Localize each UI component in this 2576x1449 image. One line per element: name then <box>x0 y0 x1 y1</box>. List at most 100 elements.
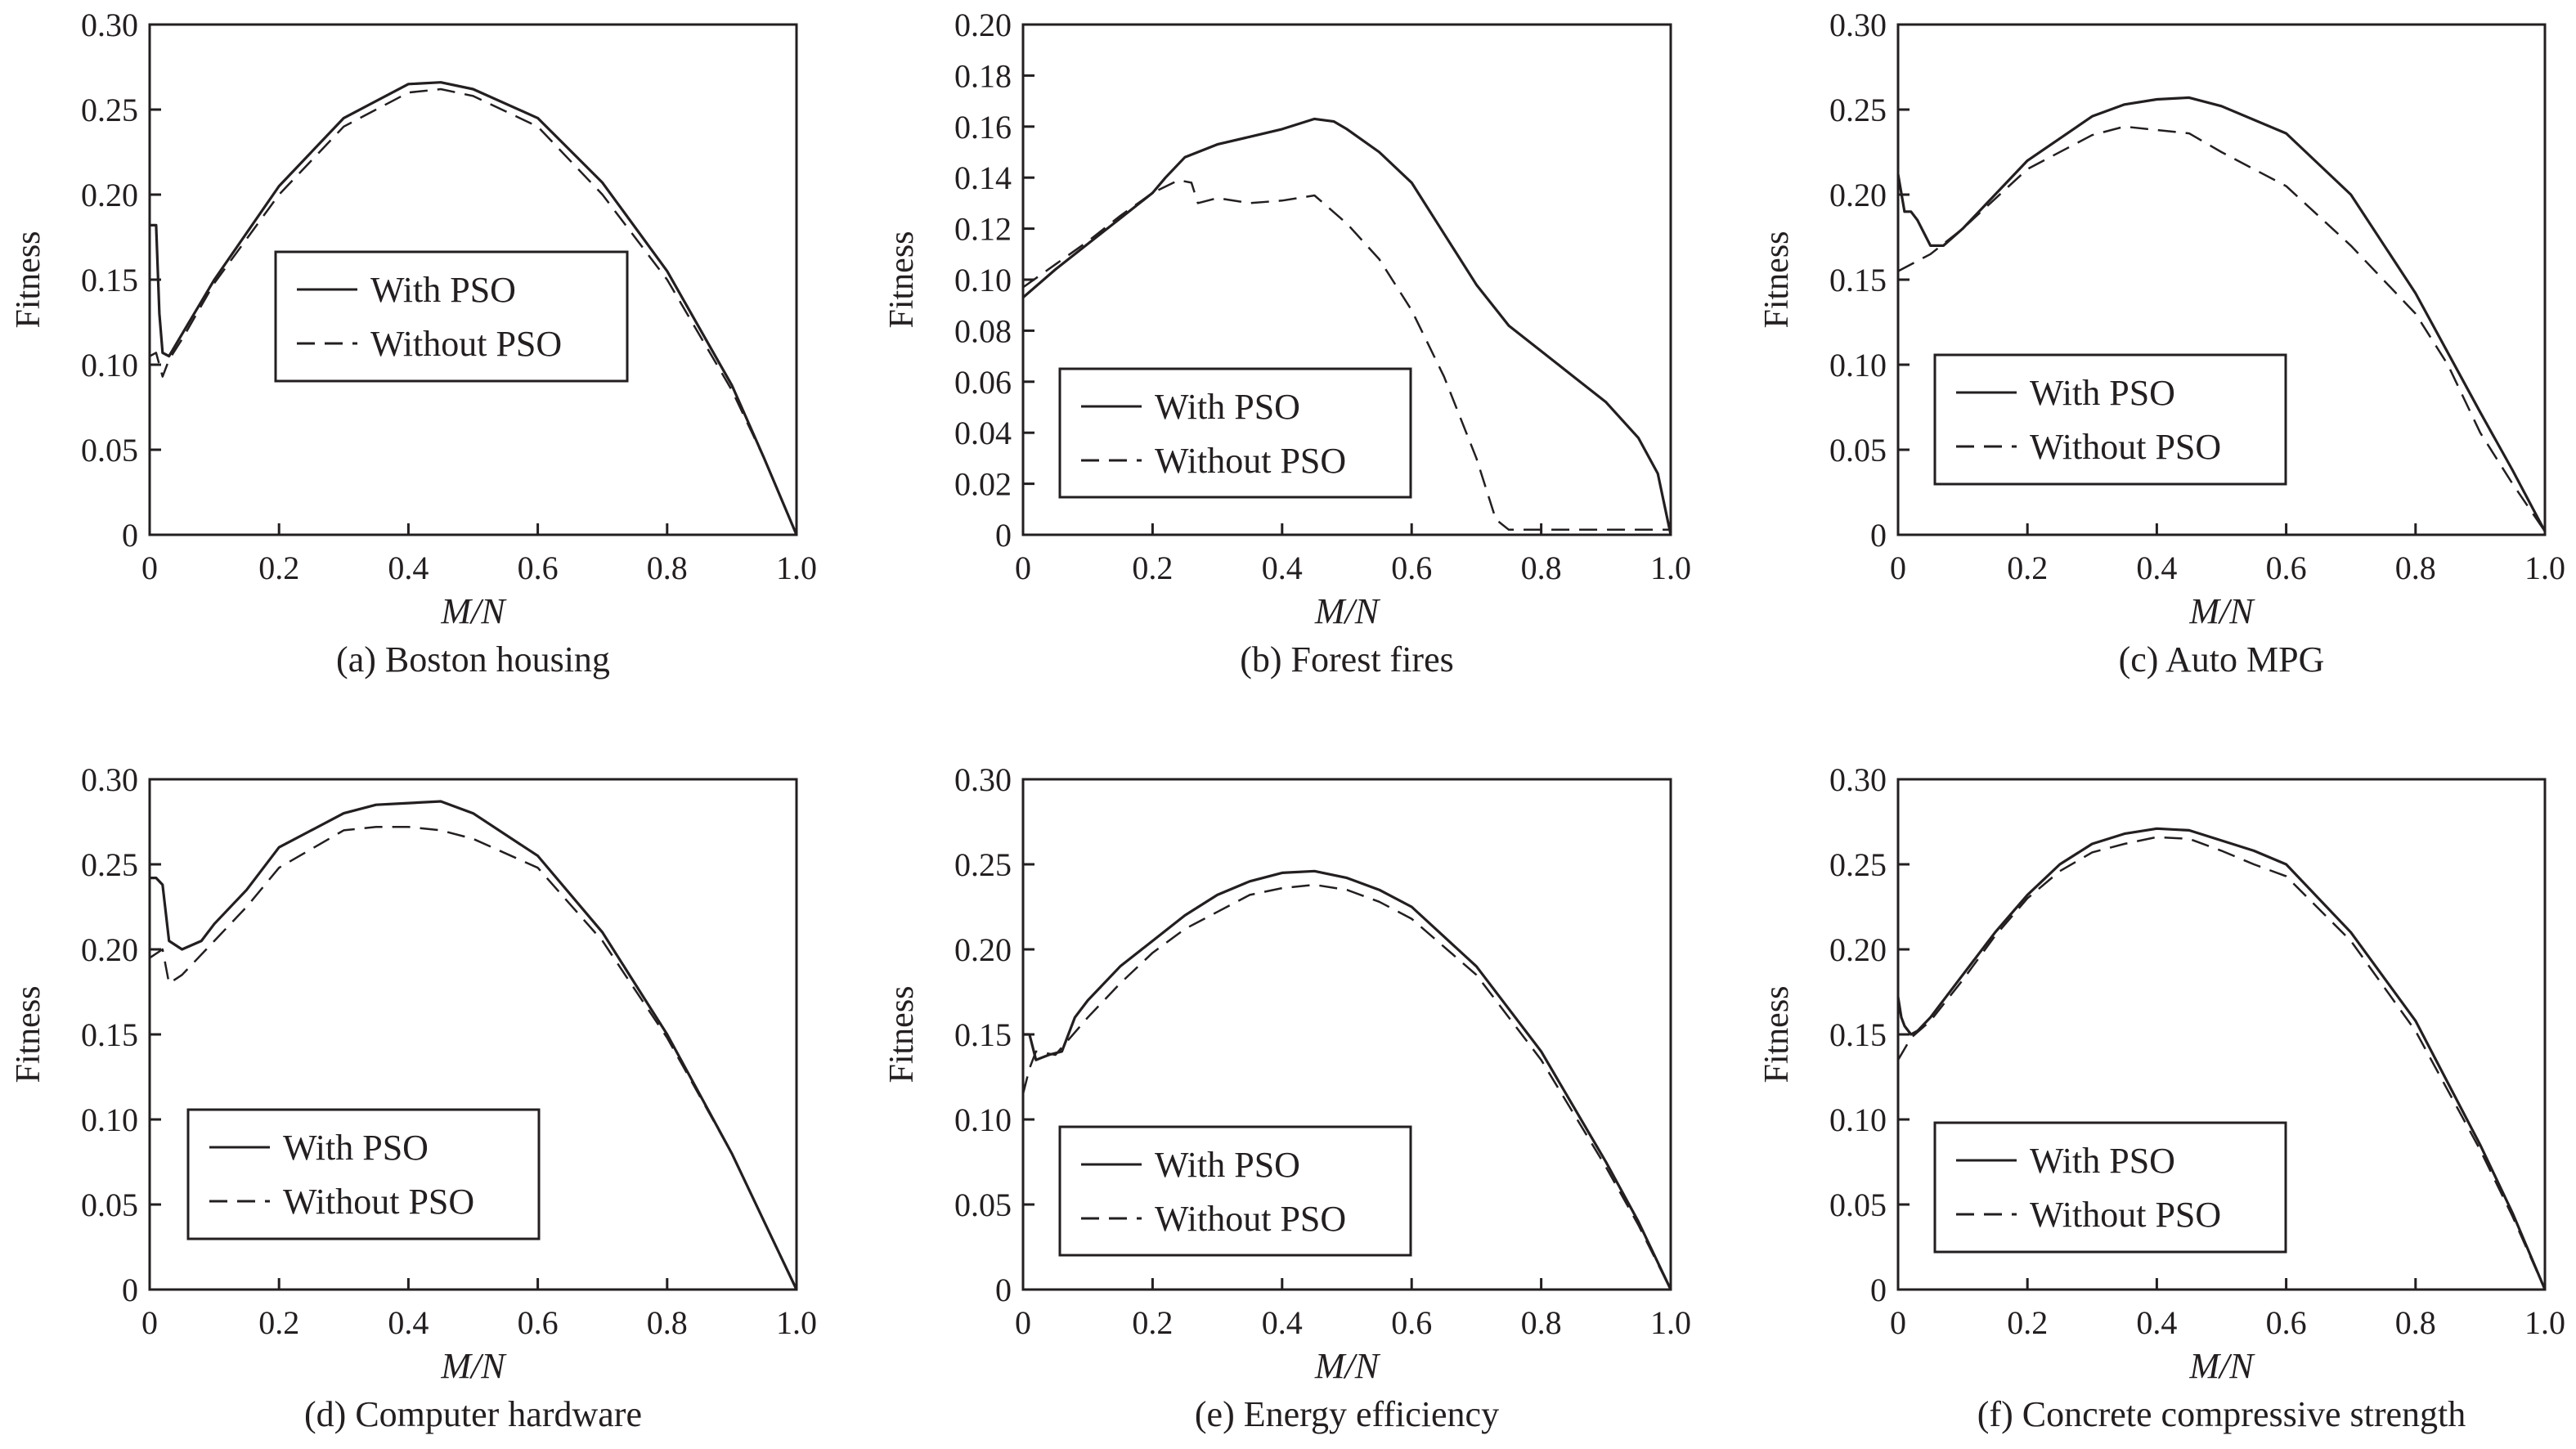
y-tick-label: 0.06 <box>954 364 1012 401</box>
series-line-with-pso <box>150 800 798 1290</box>
y-tick-label: 0.10 <box>81 347 138 384</box>
x-axis-label: M/N <box>1314 591 1381 631</box>
x-tick-label: 0.8 <box>2395 550 2436 586</box>
y-tick-label: 0.30 <box>954 761 1012 798</box>
legend-box <box>274 250 629 383</box>
x-tick-label: 0.2 <box>258 1304 299 1341</box>
x-axis-label: M/N <box>440 591 507 631</box>
y-tick-label: 0.02 <box>954 466 1012 503</box>
x-tick-label: 0 <box>1890 1304 1906 1341</box>
x-tick-label: 0 <box>1015 550 1031 586</box>
legend-box <box>186 1108 541 1240</box>
chart-panel-3: 0 0.05 0.10 0.15 0.20 0.25 0.30 0 0.2 0.4 0.6 0.8 1.… <box>1758 7 2565 680</box>
legend-box <box>1058 367 1412 499</box>
y-tick-label: 0.20 <box>1829 931 1887 968</box>
y-tick-label: 0 <box>122 1272 138 1308</box>
x-tick-label: 1.0 <box>2524 550 2565 586</box>
y-tick-label: 0.30 <box>81 7 138 43</box>
y-tick-label: 0.10 <box>81 1101 138 1138</box>
x-tick-label: 0.8 <box>1521 1304 1562 1341</box>
x-tick-label: 0.8 <box>2395 1304 2436 1341</box>
y-tick-label: 0.08 <box>954 312 1012 349</box>
legend-label: With PSO <box>2030 373 2175 413</box>
y-tick-label: 0.16 <box>954 109 1012 146</box>
x-tick-label: 0.2 <box>258 550 299 586</box>
y-tick-label: 0.25 <box>81 92 138 128</box>
y-tick-label: 0.15 <box>81 262 138 298</box>
x-tick-label: 1.0 <box>1650 1304 1691 1341</box>
x-axis-label: M/N <box>440 1346 507 1386</box>
y-tick-label: 0 <box>1870 1272 1887 1308</box>
legend-label: With PSO <box>2030 1141 2175 1181</box>
x-tick-label: 0.4 <box>388 550 429 586</box>
legend-label: Without PSO <box>1155 441 1346 481</box>
x-tick-label: 0.4 <box>388 1304 429 1341</box>
x-tick-label: 0.6 <box>518 550 559 586</box>
legend-label: With PSO <box>283 1128 429 1168</box>
chart-panel-2: 0 0.02 0.04 0.06 0.08 0.10 0.12 0.14 0.16 0.18 0.2… <box>883 7 1691 680</box>
legend: With PSO Without PSO <box>1933 353 2287 486</box>
legend-label: With PSO <box>1155 387 1300 427</box>
x-tick-label: 0 <box>1890 550 1906 586</box>
x-tick-label: 0.8 <box>647 550 688 586</box>
y-tick-label: 0.10 <box>1829 1101 1887 1138</box>
x-tick-label: 1.0 <box>776 1304 817 1341</box>
chart-caption: (a) Boston housing <box>336 639 610 680</box>
y-tick-label: 0.20 <box>81 177 138 213</box>
legend-box <box>1058 1125 1412 1257</box>
y-tick-label: 0 <box>995 1272 1012 1308</box>
chart-caption: (c) Auto MPG <box>2119 639 2325 680</box>
y-tick-label: 0.10 <box>1829 347 1887 384</box>
y-tick-label: 0.25 <box>954 846 1012 883</box>
x-tick-label: 0.6 <box>1391 1304 1432 1341</box>
legend: With PSO Without PSO <box>186 1108 541 1240</box>
legend-label: Without PSO <box>2030 1195 2221 1235</box>
y-axis-label: Fitness <box>1758 231 1796 328</box>
legend: With PSO Without PSO <box>1933 1121 2287 1254</box>
series-line-with-pso <box>1896 96 2547 532</box>
y-tick-label: 0.30 <box>81 761 138 798</box>
y-tick-label: 0.25 <box>1829 846 1887 883</box>
x-axis-label: M/N <box>2188 591 2255 631</box>
y-tick-label: 0.15 <box>81 1016 138 1053</box>
x-tick-label: 0.6 <box>1391 550 1432 586</box>
y-tick-label: 0.05 <box>81 1187 138 1223</box>
y-axis-label: Fitness <box>10 231 47 328</box>
y-tick-label: 0 <box>995 517 1012 554</box>
x-tick-label: 0.4 <box>1262 1304 1303 1341</box>
x-tick-label: 0 <box>141 550 158 586</box>
y-tick-label: 0.14 <box>954 159 1012 196</box>
y-tick-label: 0.18 <box>954 57 1012 94</box>
series-line-without-pso <box>1021 883 1672 1290</box>
series-line-without-pso <box>1022 179 1671 532</box>
x-tick-label: 1.0 <box>1650 550 1691 586</box>
x-tick-label: 0.2 <box>1132 550 1173 586</box>
series-line-with-pso <box>1896 827 2547 1290</box>
y-tick-label: 0.20 <box>1829 177 1887 213</box>
x-tick-label: 0.4 <box>1262 550 1303 586</box>
legend-label: Without PSO <box>2030 427 2221 467</box>
x-axis-label: M/N <box>1314 1346 1381 1386</box>
legend-box <box>1933 1121 2287 1254</box>
chart-panel-6: 0 0.05 0.10 0.15 0.20 0.25 0.30 0 0.2 0.4 0.6 0.8 1.… <box>1758 761 2565 1434</box>
y-tick-label: 0.15 <box>954 1016 1012 1053</box>
legend-label: Without PSO <box>370 324 562 364</box>
chart-panel-4: 0 0.05 0.10 0.15 0.20 0.25 0.30 0 0.2 0.4 0.6 0.8 1.… <box>10 761 817 1434</box>
y-tick-label: 0.05 <box>81 432 138 469</box>
x-tick-label: 1.0 <box>776 550 817 586</box>
y-tick-label: 0.20 <box>954 931 1012 968</box>
y-tick-label: 0 <box>122 517 138 554</box>
y-tick-label: 0.04 <box>954 415 1012 451</box>
y-tick-label: 0.15 <box>1829 262 1887 298</box>
legend: With PSO Without PSO <box>1058 367 1412 499</box>
series-line-without-pso <box>149 87 798 536</box>
chart-caption: (f) Concrete compressive strength <box>1977 1394 2466 1434</box>
chart-caption: (d) Computer hardware <box>304 1394 642 1434</box>
y-tick-label: 0.05 <box>1829 1187 1887 1223</box>
y-tick-label: 0.25 <box>81 846 138 883</box>
y-tick-label: 0.20 <box>954 7 1012 43</box>
legend: With PSO Without PSO <box>274 250 629 383</box>
y-axis-label: Fitness <box>883 985 921 1083</box>
chart-panel-5: 0 0.05 0.10 0.15 0.20 0.25 0.30 0 0.2 0.4 0.6 0.8 1.… <box>883 761 1691 1434</box>
